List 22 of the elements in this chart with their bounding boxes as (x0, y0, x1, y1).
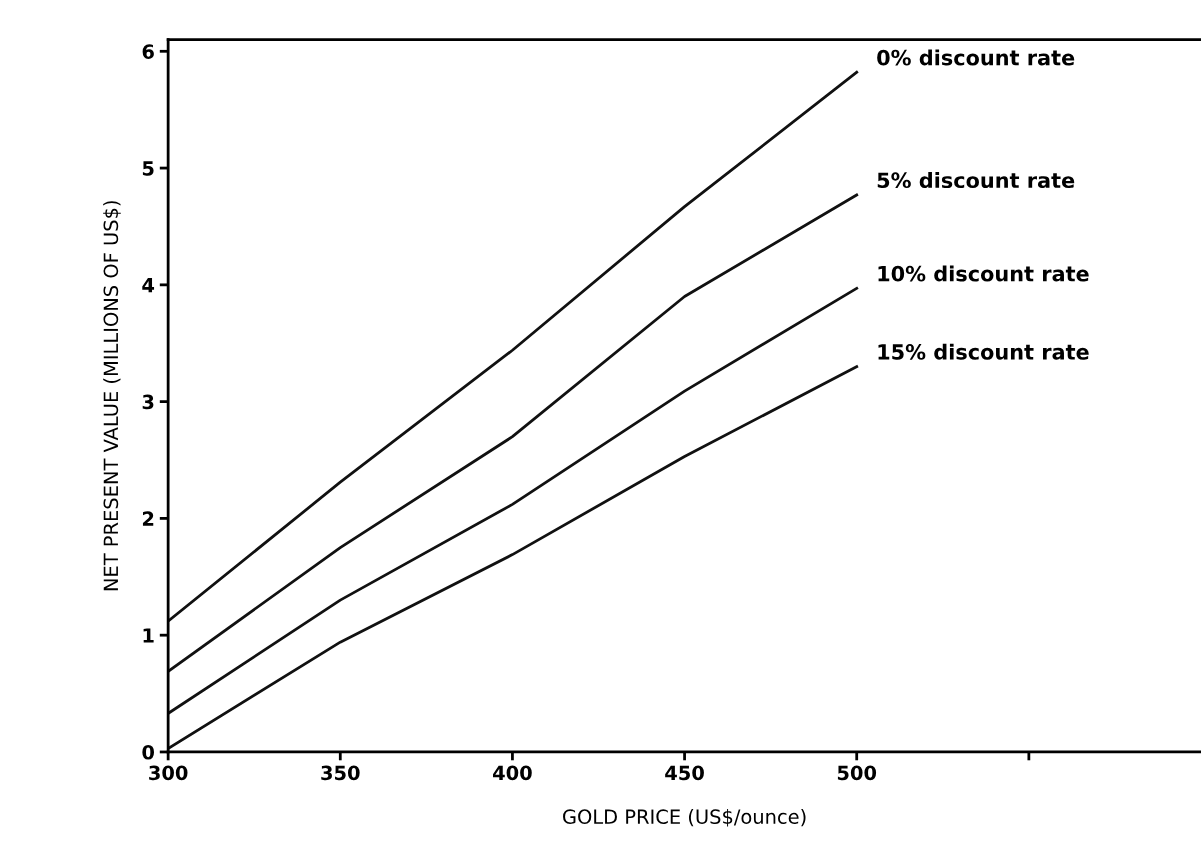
y-tick-label: 4 (142, 278, 155, 293)
line-series (168, 365, 859, 750)
y-tick-label: 5 (142, 161, 154, 176)
x-tick-label: 350 (321, 765, 360, 781)
y-tick-label: 6 (142, 44, 154, 59)
series-label: 15% discount rate (878, 343, 1089, 360)
x-tick-label: 400 (493, 765, 532, 781)
y-tick-label: 3 (142, 394, 154, 410)
line-series (168, 70, 859, 623)
x-tick-label: 300 (149, 765, 188, 781)
x-tick-label: 500 (837, 765, 877, 781)
line-series (168, 286, 859, 715)
y-tick-label: 1 (143, 628, 154, 643)
series-label: 0% discount rate (877, 49, 1075, 66)
y-tick-label: 0 (142, 744, 155, 760)
x-axis-title: GOLD PRICE (US$/ounce) (563, 808, 806, 827)
series-label: 10% discount rate (878, 265, 1089, 282)
line-series (168, 193, 859, 673)
x-tick-label: 450 (665, 765, 704, 781)
y-axis-title: NET PRESENT VALUE (MILLIONS OF US$) (103, 201, 121, 591)
y-tick-label: 2 (142, 511, 154, 526)
series-label: 5% discount rate (877, 171, 1075, 189)
